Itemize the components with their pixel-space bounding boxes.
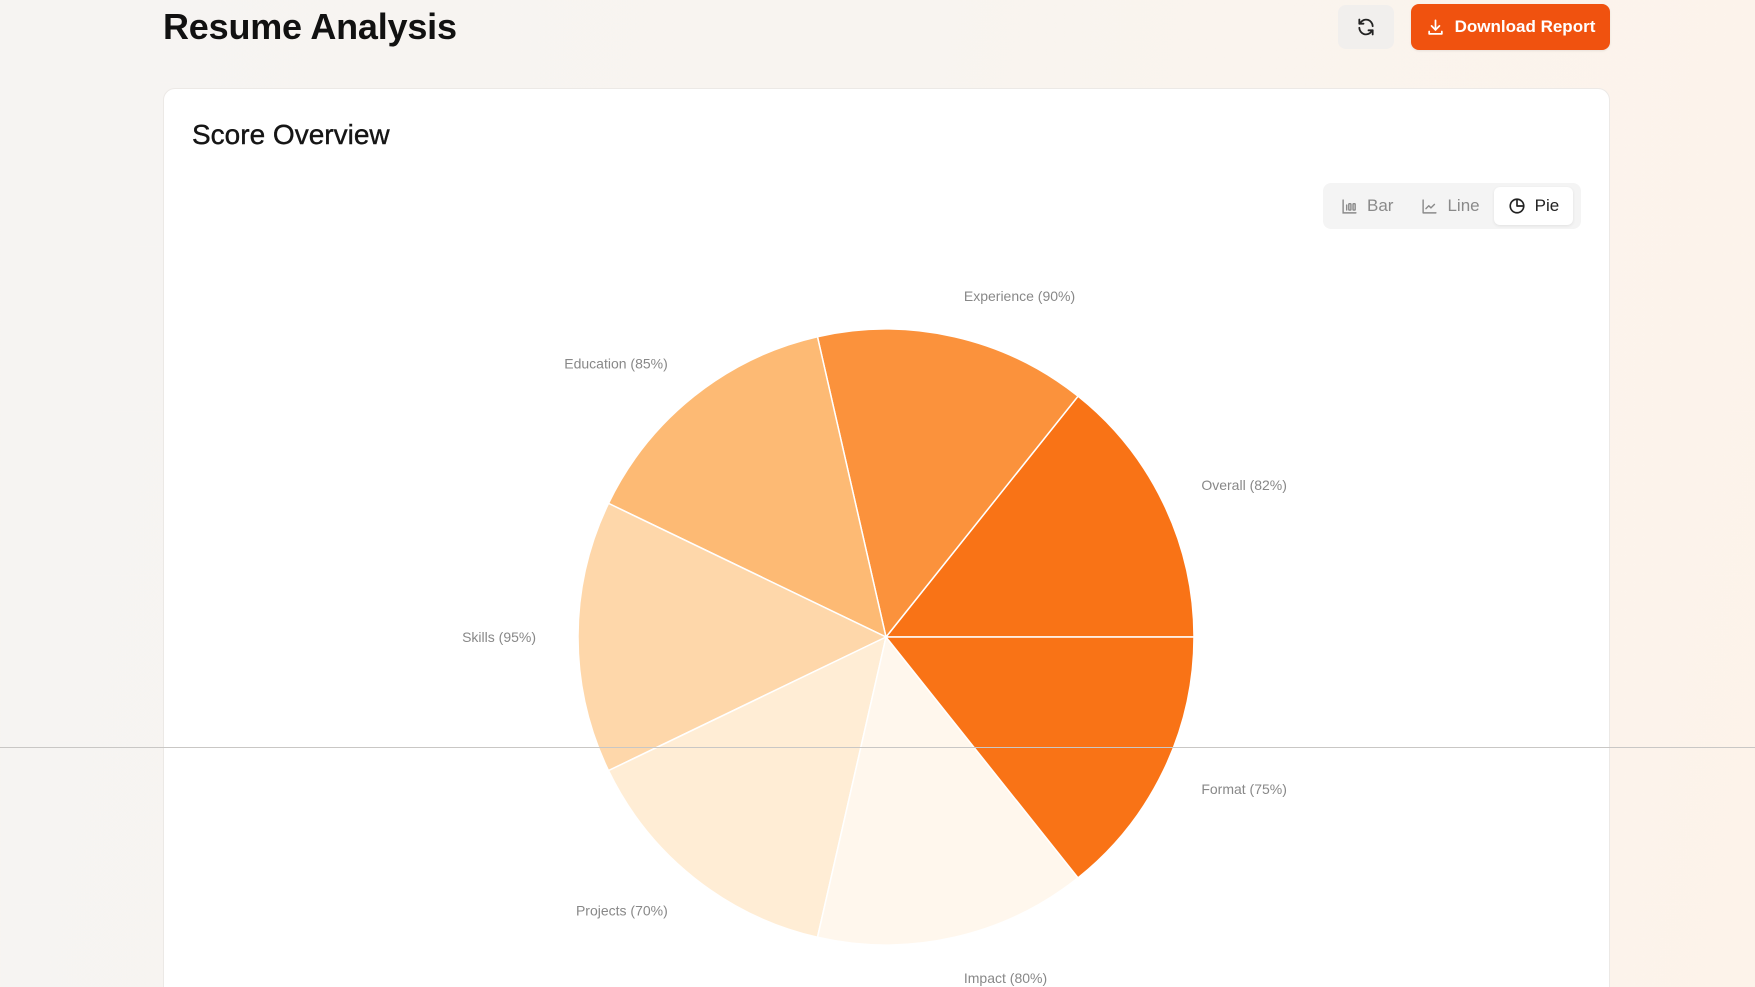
- download-report-label: Download Report: [1454, 17, 1596, 36]
- pie-label-overall: Overall (82%): [1201, 477, 1287, 493]
- bar-chart-icon: [1342, 198, 1357, 214]
- page-title: Resume Analysis: [163, 6, 457, 47]
- pie-slices: [577, 328, 1195, 946]
- tab-line-chart[interactable]: Line: [1407, 187, 1493, 225]
- download-icon: [1427, 19, 1443, 35]
- pie-slice-education[interactable]: [607, 335, 888, 639]
- pie-slice-skills[interactable]: [577, 502, 888, 772]
- pie-labels: Overall (82%) Experience (90%) Education (…: [462, 288, 1287, 986]
- pie-slice-format[interactable]: [884, 636, 1195, 879]
- pie-slice-projects[interactable]: [607, 635, 888, 939]
- pie-label-experience: Experience (90%): [964, 288, 1075, 304]
- tab-pie-chart[interactable]: Pie: [1493, 187, 1574, 225]
- pie-slice-experience[interactable]: [816, 328, 1080, 639]
- refresh-button[interactable]: [1338, 5, 1394, 49]
- pie-label-skills: Skills (95%): [462, 629, 536, 645]
- chart-type-toggle: Bar Line Pie: [1323, 183, 1581, 229]
- download-report-button[interactable]: Download Report: [1411, 4, 1610, 50]
- pie-slice-overall[interactable]: [884, 395, 1195, 638]
- divider-line: [0, 747, 1755, 748]
- pie-slice-impact[interactable]: [816, 635, 1080, 946]
- pie-label-format: Format (75%): [1201, 781, 1287, 797]
- pie-chart-icon: [1509, 198, 1525, 214]
- card-title: Score Overview: [192, 119, 390, 150]
- tab-bar-label: Bar: [1367, 196, 1394, 215]
- tab-pie-label: Pie: [1534, 196, 1560, 215]
- pie-label-impact: Impact (80%): [964, 970, 1047, 986]
- line-chart-icon: [1422, 198, 1438, 214]
- pie-label-projects: Projects (70%): [576, 903, 668, 919]
- refresh-icon: [1358, 18, 1374, 36]
- pie-label-education: Education (85%): [564, 355, 668, 371]
- tab-bar-chart[interactable]: Bar: [1327, 187, 1407, 225]
- tab-line-label: Line: [1447, 196, 1480, 215]
